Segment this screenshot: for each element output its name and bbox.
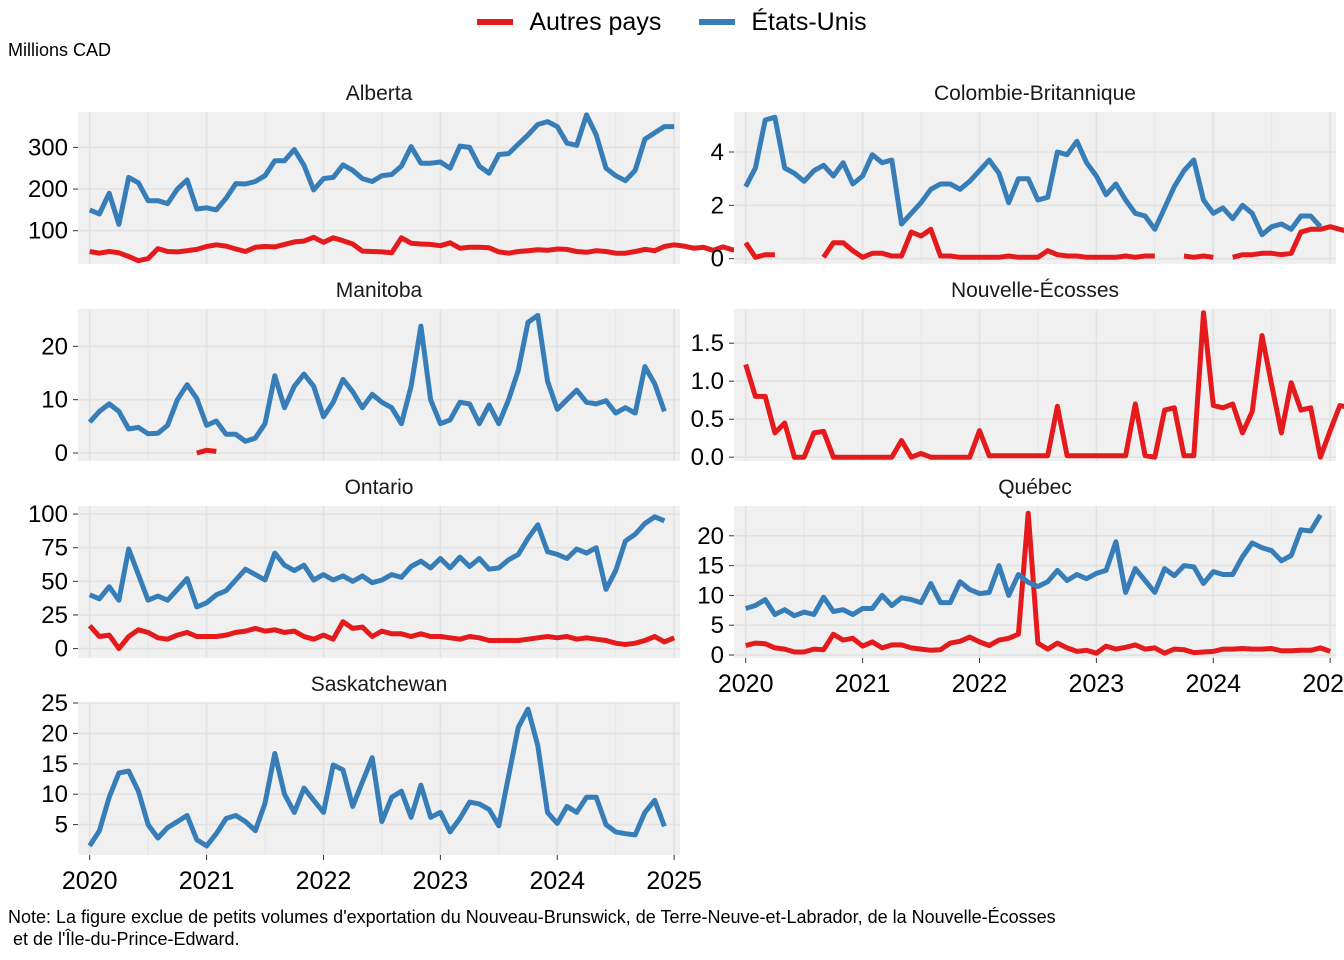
series-line-etats-unis-ontario — [88, 514, 666, 610]
panel-title-nouvelle-ecosses: Nouvelle-Écosses — [951, 279, 1119, 302]
y-tick-label-ontario: 100 — [28, 501, 68, 528]
y-tick-label-alberta: 200 — [28, 176, 68, 203]
series-line-autres-pays-nouvelle-ecosses — [743, 310, 1344, 460]
x-tick-label-quebec: 2023 — [1069, 670, 1125, 698]
y-tick-label-nouvelle-ecosses: 1.5 — [691, 330, 724, 357]
y-tick-label-colombie-britannique: 4 — [711, 139, 724, 166]
y-tick-label-nouvelle-ecosses: 1.0 — [691, 368, 724, 395]
legend-item-autres-pays: Autres pays — [477, 8, 661, 37]
panel-background-nouvelle-ecosses — [734, 309, 1336, 461]
x-tick-label-saskatchewan: 2024 — [529, 867, 585, 895]
series-line-autres-pays-alberta — [89, 234, 782, 264]
panel-title-alberta: Alberta — [346, 82, 413, 105]
y-tick-label-quebec: 5 — [711, 612, 724, 639]
unit-label: Millions CAD — [8, 40, 112, 60]
y-tick-label-alberta: 100 — [28, 218, 68, 245]
x-tick-label-quebec: 2022 — [952, 670, 1008, 698]
legend-label-etats-unis: États-Unis — [751, 7, 867, 36]
y-tick-label-quebec: 10 — [697, 582, 724, 609]
x-tick-label-saskatchewan: 2020 — [62, 867, 118, 895]
legend-label-autres-pays: Autres pays — [529, 7, 662, 36]
series-line-etats-unis-colombie-britannique — [743, 114, 1323, 238]
y-tick-label-manitoba: 10 — [41, 387, 68, 414]
y-tick-label-saskatchewan: 10 — [41, 781, 68, 808]
panel-title-saskatchewan: Saskatchewan — [311, 673, 448, 696]
x-tick-label-quebec: 2025 — [1302, 670, 1344, 698]
y-tick-label-saskatchewan: 20 — [41, 720, 68, 747]
y-tick-label-colombie-britannique: 2 — [711, 192, 724, 219]
y-tick-label-saskatchewan: 5 — [55, 812, 68, 839]
panel-background-saskatchewan — [78, 703, 680, 855]
footnote-line-1: Note: La figure exclue de petits volumes… — [8, 907, 1056, 927]
series-line-autres-pays-manitoba — [196, 447, 217, 456]
y-tick-label-nouvelle-ecosses: 0.0 — [691, 444, 724, 471]
series-line-autres-pays-colombie-britannique — [743, 224, 1344, 260]
y-tick-label-saskatchewan: 15 — [41, 751, 68, 778]
y-tick-label-saskatchewan: 25 — [41, 690, 68, 717]
panel-title-ontario: Ontario — [345, 476, 414, 499]
footnote: Note: La figure exclue de petits volumes… — [8, 906, 1056, 950]
x-tick-label-quebec: 2021 — [835, 670, 891, 698]
y-tick-label-colombie-britannique: 0 — [711, 246, 724, 273]
y-tick-label-quebec: 0 — [711, 642, 724, 669]
legend-swatch-etats-unis — [699, 19, 736, 25]
y-tick-label-ontario: 25 — [41, 602, 68, 629]
series-line-autres-pays-quebec — [745, 510, 1332, 656]
panel-title-quebec: Québec — [998, 476, 1072, 499]
x-tick-label-saskatchewan: 2025 — [646, 867, 702, 895]
y-tick-label-ontario: 50 — [41, 568, 68, 595]
y-tick-label-manitoba: 20 — [41, 333, 68, 360]
y-tick-label-manitoba: 0 — [55, 440, 68, 467]
panel-background-manitoba — [78, 309, 680, 461]
series-line-autres-pays-ontario — [87, 619, 676, 652]
y-tick-label-ontario: 0 — [55, 636, 68, 663]
panel-background-alberta — [78, 112, 680, 264]
panel-title-colombie-britannique: Colombie-Britannique — [934, 82, 1136, 105]
y-tick-label-quebec: 15 — [697, 553, 724, 580]
y-tick-label-alberta: 300 — [28, 134, 68, 161]
y-tick-label-ontario: 75 — [41, 535, 68, 562]
footnote-line-2: et de l'Île-du-Prince-Edward. — [8, 929, 240, 949]
x-tick-label-quebec: 2024 — [1185, 670, 1241, 698]
legend-item-etats-unis: États-Unis — [699, 7, 867, 37]
series-line-etats-unis-saskatchewan — [87, 706, 667, 849]
y-tick-label-quebec: 20 — [697, 523, 724, 550]
x-tick-label-saskatchewan: 2021 — [179, 867, 235, 895]
x-tick-label-saskatchewan: 2023 — [413, 867, 469, 895]
series-line-etats-unis-quebec — [744, 513, 1323, 619]
series-line-etats-unis-manitoba — [87, 312, 667, 444]
legend-swatch-autres-pays — [477, 19, 514, 25]
x-tick-label-saskatchewan: 2022 — [296, 867, 352, 895]
y-tick-label-nouvelle-ecosses: 0.5 — [691, 406, 724, 433]
panel-title-manitoba: Manitoba — [336, 279, 423, 302]
x-tick-label-quebec: 2020 — [718, 670, 774, 698]
series-line-etats-unis-alberta — [88, 112, 675, 227]
chart-legend: Autres pays États-Unis — [0, 4, 1344, 40]
